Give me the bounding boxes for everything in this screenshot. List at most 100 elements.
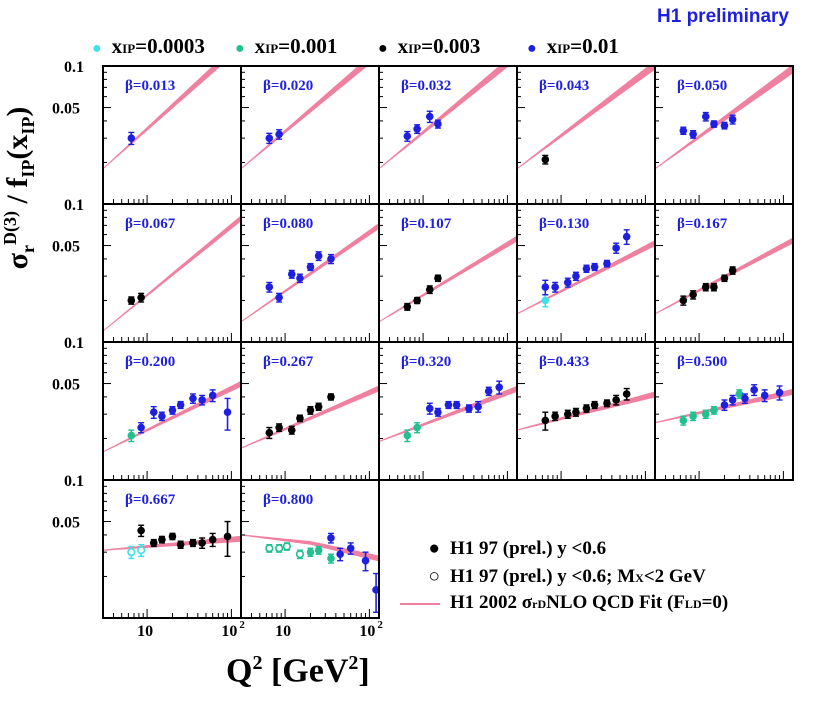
data-point [327, 255, 335, 263]
data-point [189, 394, 197, 403]
data-point [474, 402, 482, 411]
fit-band [103, 535, 241, 551]
data-point [168, 406, 177, 415]
data-point [327, 393, 335, 401]
data-point [590, 263, 599, 271]
data-point [452, 401, 461, 409]
data-point [306, 406, 315, 415]
data-point [760, 391, 769, 400]
data-point [572, 408, 580, 416]
beta-label: β=0.667 [125, 492, 176, 508]
data-point [728, 115, 737, 124]
data-point [327, 534, 335, 542]
data-point [296, 274, 304, 282]
data-point [265, 428, 274, 437]
fit-band [103, 66, 222, 170]
data-point [741, 394, 749, 403]
data-point [728, 396, 737, 404]
data-point [296, 414, 304, 423]
data-point [158, 412, 166, 420]
legend-dot-icon: ● [527, 40, 537, 57]
x-tick-label: 10 [221, 623, 237, 640]
x-axis-label: Q2 [GeV2] [226, 652, 370, 690]
open-dot-icon: ○ [428, 566, 440, 587]
data-point [223, 532, 232, 541]
data-point [465, 404, 473, 413]
data-point [275, 130, 283, 139]
data-point [563, 278, 572, 287]
legend-open: ○ H1 97 (prel.) y <0.6; M X <2 GeV [400, 566, 706, 588]
data-point [137, 423, 145, 432]
data-point [403, 431, 412, 440]
data-point [541, 283, 550, 291]
data-point [551, 283, 559, 291]
data-point [287, 426, 296, 434]
data-point [137, 293, 145, 302]
data-point [176, 401, 185, 409]
x-tick-label: 10 [275, 623, 291, 640]
y-tick-label: 0.1 [64, 197, 84, 214]
data-point [127, 134, 136, 142]
data-point [495, 383, 504, 392]
data-point [413, 296, 421, 305]
data-point [679, 416, 688, 425]
beta-label: β=0.032 [401, 78, 451, 94]
beta-label: β=0.500 [677, 354, 727, 370]
data-point [701, 410, 710, 418]
data-point [720, 121, 729, 130]
data-point [314, 402, 323, 411]
y-tick-label: 0.05 [52, 377, 80, 394]
data-point [444, 401, 453, 409]
fit-band [241, 222, 379, 323]
beta-label: β=0.267 [263, 354, 314, 370]
data-point [603, 259, 611, 268]
data-point [582, 404, 591, 413]
data-point [622, 390, 631, 398]
beta-label: β=0.200 [125, 354, 175, 370]
y-tick-label: 0.05 [52, 515, 80, 532]
fit-band [241, 385, 379, 449]
x-tick-label: 10 [137, 623, 153, 640]
data-point [710, 406, 718, 415]
data-point [750, 386, 758, 394]
data-point [720, 401, 729, 409]
data-point [425, 404, 434, 413]
data-point [728, 266, 737, 275]
fit-band [517, 240, 655, 315]
data-point [541, 155, 550, 164]
beta-label: β=0.167 [677, 216, 728, 232]
data-point [679, 296, 688, 305]
legend-filled: ● H1 97 (prel.) y <0.6 [400, 538, 607, 560]
data-point [612, 244, 620, 252]
data-point [346, 544, 355, 553]
data-point [223, 408, 232, 416]
data-point [361, 556, 370, 565]
y-tick-label: 0.05 [52, 101, 80, 118]
fit-band [379, 235, 517, 323]
data-point [403, 302, 412, 311]
beta-label: β=0.800 [263, 492, 313, 508]
y-tick-label: 0.05 [52, 239, 80, 256]
legend-xip-01: ● x IP =0.01 [527, 34, 619, 58]
data-point [306, 548, 315, 556]
data-point [198, 539, 206, 547]
data-point [425, 285, 434, 294]
legend-dot-icon: ● [378, 40, 388, 57]
data-point [413, 423, 421, 432]
x-tick-label-sup: 2 [239, 619, 245, 631]
beta-label: β=0.013 [125, 78, 175, 94]
data-point [137, 526, 145, 535]
data-point [306, 263, 315, 271]
data-point-open [137, 546, 146, 555]
legend-xip-001: ● x IP =0.001 [235, 34, 338, 58]
data-point [541, 416, 550, 425]
beta-label: β=0.080 [263, 216, 313, 232]
data-point [572, 272, 580, 280]
y-tick-label: 0.1 [64, 335, 84, 352]
data-point [149, 539, 158, 547]
data-point [372, 586, 380, 594]
legend-xip-0003: ● x IP =0.0003 [92, 34, 205, 58]
data-point [622, 232, 631, 241]
data-point [158, 535, 166, 544]
